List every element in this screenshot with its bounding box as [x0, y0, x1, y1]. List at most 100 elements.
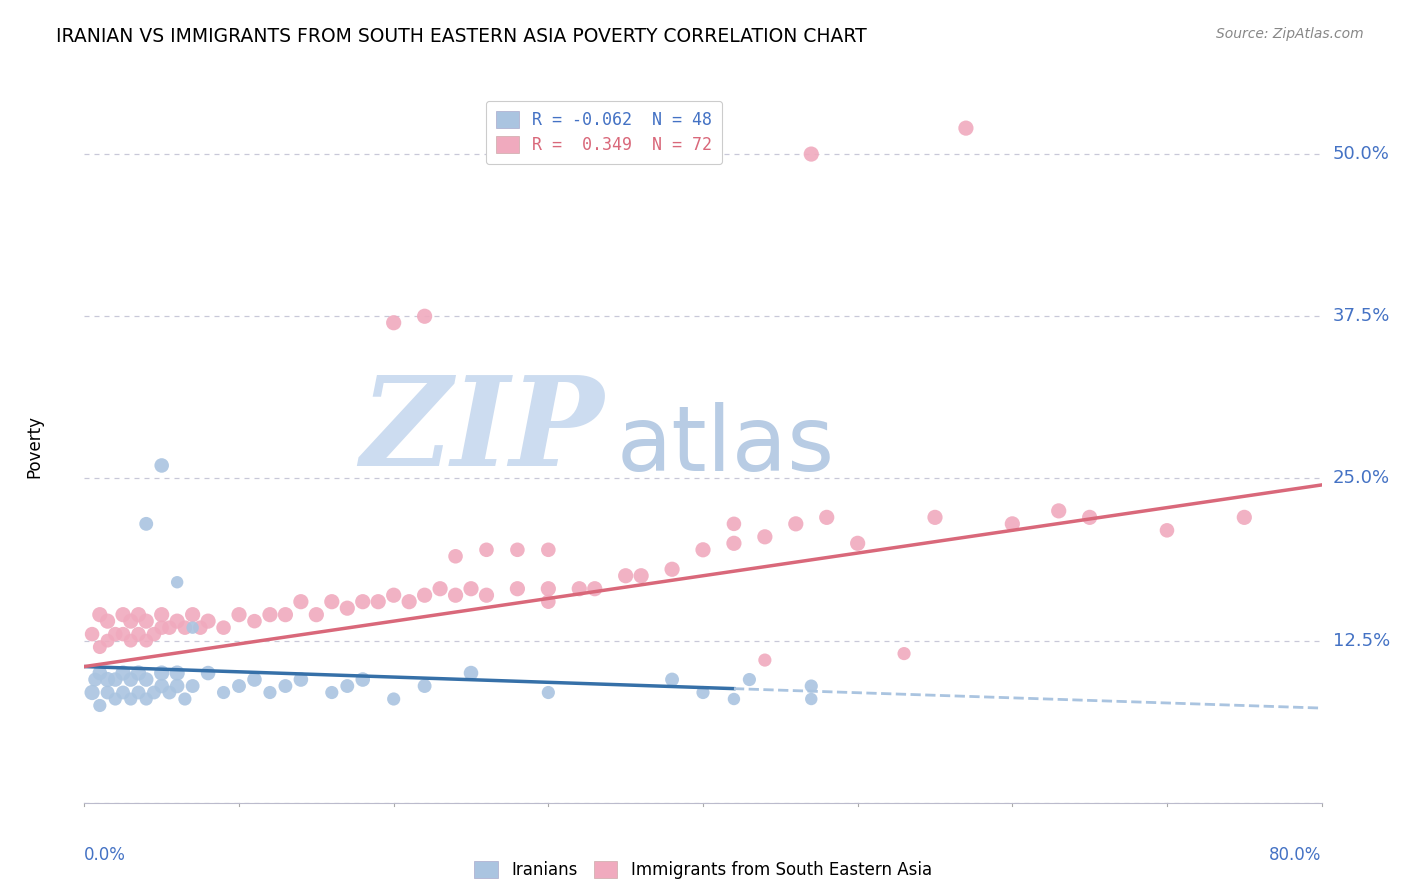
Point [475, 588, 498, 602]
Text: 0.0%: 0.0% [84, 846, 127, 863]
Point [135, 633, 157, 648]
Point [413, 310, 436, 324]
Point [321, 685, 343, 699]
Point [754, 530, 776, 544]
Point [413, 588, 436, 602]
Point [181, 621, 204, 635]
Point [661, 673, 683, 687]
Point [413, 679, 436, 693]
Point [259, 685, 281, 699]
Point [583, 582, 606, 596]
Point [150, 679, 173, 693]
Point [166, 614, 188, 628]
Point [159, 621, 180, 635]
Point [120, 692, 142, 706]
Point [127, 685, 149, 699]
Text: Poverty: Poverty [25, 415, 44, 477]
Point [475, 542, 498, 557]
Point [104, 627, 127, 641]
Point [197, 614, 219, 628]
Point [120, 614, 142, 628]
Point [243, 614, 266, 628]
Point [815, 510, 838, 524]
Point [692, 685, 714, 699]
Point [290, 595, 312, 609]
Text: atlas: atlas [616, 402, 835, 490]
Point [1047, 504, 1070, 518]
Point [174, 621, 197, 635]
Point [290, 673, 312, 687]
Point [127, 607, 149, 622]
Point [166, 666, 188, 681]
Point [150, 666, 173, 681]
Point [259, 607, 281, 622]
Point [382, 316, 405, 330]
Text: Source: ZipAtlas.com: Source: ZipAtlas.com [1216, 27, 1364, 41]
Point [630, 568, 652, 582]
Text: 50.0%: 50.0% [1333, 145, 1389, 163]
Point [367, 595, 389, 609]
Point [429, 582, 451, 596]
Point [537, 582, 560, 596]
Point [150, 621, 173, 635]
Point [228, 679, 250, 693]
Point [506, 542, 529, 557]
Point [96, 685, 118, 699]
Point [800, 679, 823, 693]
Point [336, 679, 359, 693]
Point [537, 595, 560, 609]
Point [150, 458, 173, 473]
Point [127, 627, 149, 641]
Point [274, 607, 297, 622]
Point [82, 627, 104, 641]
Point [800, 147, 823, 161]
Point [150, 607, 173, 622]
Point [1001, 516, 1024, 531]
Point [143, 685, 166, 699]
Point [692, 542, 714, 557]
Point [159, 685, 180, 699]
Point [127, 666, 149, 681]
Point [614, 568, 637, 582]
Point [181, 607, 204, 622]
Point [723, 692, 745, 706]
Point [382, 588, 405, 602]
Point [537, 685, 560, 699]
Point [89, 666, 111, 681]
Point [181, 679, 204, 693]
Point [112, 627, 135, 641]
Point [444, 588, 467, 602]
Point [143, 627, 166, 641]
Text: IRANIAN VS IMMIGRANTS FROM SOUTH EASTERN ASIA POVERTY CORRELATION CHART: IRANIAN VS IMMIGRANTS FROM SOUTH EASTERN… [56, 27, 868, 45]
Point [120, 673, 142, 687]
Point [112, 607, 135, 622]
Point [212, 685, 235, 699]
Point [135, 673, 157, 687]
Point [382, 692, 405, 706]
Point [274, 679, 297, 693]
Point [166, 679, 188, 693]
Point [893, 647, 915, 661]
Point [120, 633, 142, 648]
Point [754, 653, 776, 667]
Point [738, 673, 761, 687]
Text: 37.5%: 37.5% [1333, 307, 1391, 326]
Point [305, 607, 328, 622]
Point [197, 666, 219, 681]
Point [96, 614, 118, 628]
Text: 25.0%: 25.0% [1333, 469, 1391, 487]
Point [228, 607, 250, 622]
Point [723, 516, 745, 531]
Point [166, 575, 188, 590]
Point [243, 673, 266, 687]
Point [104, 692, 127, 706]
Point [800, 692, 823, 706]
Point [537, 542, 560, 557]
Text: 80.0%: 80.0% [1270, 846, 1322, 863]
Point [1156, 524, 1178, 538]
Point [955, 121, 977, 136]
Point [96, 673, 118, 687]
Point [568, 582, 591, 596]
Point [135, 614, 157, 628]
Point [661, 562, 683, 576]
